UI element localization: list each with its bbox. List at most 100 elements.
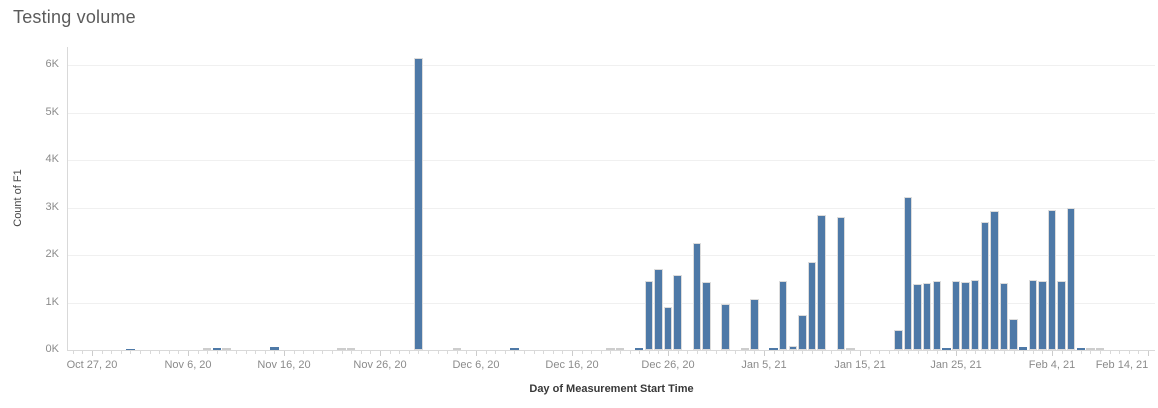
bar[interactable]	[817, 215, 826, 350]
x-major-tick	[284, 351, 285, 356]
bar[interactable]	[644, 281, 654, 350]
x-minor-tick	[72, 351, 74, 354]
bar[interactable]	[1086, 348, 1095, 350]
bar[interactable]	[222, 348, 231, 350]
bar[interactable]	[740, 348, 750, 350]
bar[interactable]	[692, 243, 702, 350]
bar[interactable]	[970, 279, 980, 350]
x-minor-tick	[437, 351, 439, 354]
bar[interactable]	[769, 348, 778, 350]
bar[interactable]	[721, 304, 730, 350]
bar[interactable]	[951, 280, 961, 350]
x-minor-tick	[917, 351, 919, 354]
x-minor-tick	[888, 351, 890, 354]
bar[interactable]	[510, 348, 519, 350]
x-tick-label: Jan 25, 21	[930, 359, 982, 371]
x-minor-tick	[658, 351, 660, 354]
bar[interactable]	[1028, 279, 1038, 350]
bar[interactable]	[807, 262, 817, 350]
bar[interactable]	[270, 347, 279, 350]
x-major-tick	[956, 351, 957, 356]
x-minor-tick	[936, 351, 938, 354]
x-major-tick	[860, 351, 861, 356]
x-minor-tick	[687, 351, 689, 354]
bar[interactable]	[961, 281, 970, 350]
x-minor-tick	[514, 351, 516, 354]
bar[interactable]	[1057, 280, 1066, 350]
bar[interactable]	[894, 329, 903, 350]
bar[interactable]	[922, 282, 932, 350]
x-minor-tick	[629, 351, 631, 354]
x-minor-tick	[389, 351, 391, 354]
x-minor-tick	[620, 351, 621, 354]
x-tick-label: Jan 5, 21	[741, 359, 787, 371]
bar[interactable]	[1038, 281, 1047, 350]
bar[interactable]	[202, 348, 212, 350]
bar[interactable]	[778, 281, 788, 350]
bar[interactable]	[126, 348, 135, 350]
bar[interactable]	[913, 283, 922, 350]
bar[interactable]	[606, 348, 615, 350]
bar[interactable]	[1095, 348, 1105, 350]
y-axis-line	[67, 47, 68, 351]
x-minor-tick	[255, 351, 257, 354]
bar[interactable]	[452, 348, 462, 350]
bar[interactable]	[932, 281, 942, 350]
bar[interactable]	[903, 197, 913, 350]
bar[interactable]	[1018, 346, 1028, 350]
bar[interactable]	[990, 211, 999, 350]
x-minor-tick	[994, 351, 996, 354]
bar[interactable]	[337, 348, 346, 350]
bar[interactable]	[702, 282, 711, 350]
x-minor-tick	[754, 351, 756, 354]
bar[interactable]	[414, 57, 423, 350]
x-minor-tick	[1004, 351, 1005, 354]
x-minor-tick	[120, 351, 122, 354]
bar[interactable]	[846, 348, 855, 350]
x-minor-tick	[293, 351, 295, 354]
bar[interactable]	[980, 222, 990, 350]
x-minor-tick	[236, 351, 237, 354]
x-minor-tick	[802, 351, 804, 354]
bar[interactable]	[615, 348, 625, 350]
x-minor-tick	[677, 351, 679, 354]
x-major-tick	[1148, 351, 1149, 356]
bar[interactable]	[836, 216, 846, 350]
bar[interactable]	[673, 275, 682, 350]
x-minor-tick	[735, 351, 737, 354]
x-tick-label: Nov 6, 20	[164, 359, 212, 371]
bar[interactable]	[1076, 347, 1086, 350]
x-minor-tick	[581, 351, 583, 354]
x-minor-tick	[101, 351, 103, 354]
bar[interactable]	[663, 307, 673, 350]
x-minor-tick	[591, 351, 593, 354]
bar[interactable]	[999, 282, 1009, 350]
bar[interactable]	[1066, 207, 1076, 350]
x-minor-tick	[428, 351, 429, 354]
x-minor-tick	[1071, 351, 1073, 354]
x-minor-tick	[1032, 351, 1034, 354]
x-minor-tick	[360, 351, 362, 354]
bar[interactable]	[788, 345, 798, 350]
x-minor-tick	[610, 351, 612, 354]
x-minor-tick	[639, 351, 641, 354]
y-tick-label: 1K	[45, 295, 59, 308]
x-minor-tick	[562, 351, 564, 354]
bar[interactable]	[942, 348, 951, 350]
bar[interactable]	[1009, 319, 1018, 350]
x-major-tick	[572, 351, 573, 356]
bar[interactable]	[1047, 209, 1057, 350]
x-minor-tick	[456, 351, 458, 354]
bar[interactable]	[346, 348, 356, 350]
y-tick-label: 6K	[45, 58, 59, 70]
bar[interactable]	[750, 298, 759, 350]
x-minor-tick	[812, 351, 813, 354]
x-minor-tick	[1119, 351, 1121, 354]
x-major-tick	[92, 351, 93, 356]
x-minor-tick	[466, 351, 468, 354]
x-minor-tick	[908, 351, 909, 354]
bar[interactable]	[654, 269, 663, 350]
bar[interactable]	[634, 347, 644, 350]
bar[interactable]	[212, 348, 222, 350]
bar[interactable]	[798, 315, 807, 350]
